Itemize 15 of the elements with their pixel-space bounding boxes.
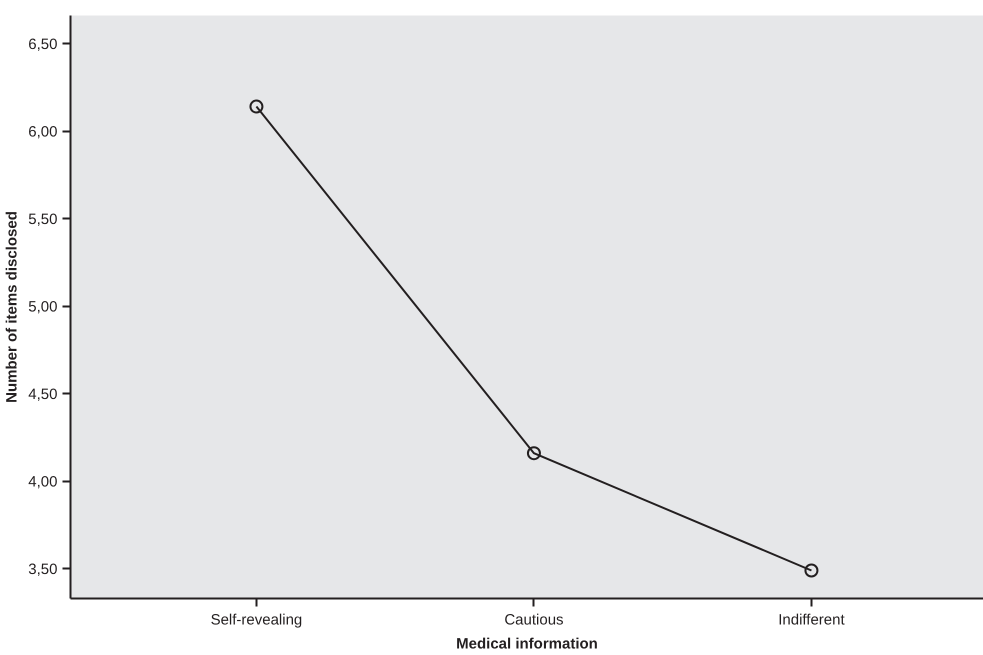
y-tick-label: 5,50 <box>28 211 58 228</box>
y-tick-label: 5,00 <box>28 298 58 316</box>
x-axis-title: Medical information <box>456 636 598 652</box>
y-tick-label: 4,50 <box>28 386 58 404</box>
y-axis-title: Number of items disclosed <box>3 211 20 403</box>
y-tick-label: 6,00 <box>28 124 58 141</box>
x-tick-label: Cautious <box>504 612 564 628</box>
point <box>249 100 264 114</box>
point <box>804 564 818 578</box>
x-tick-label: Self-revealing <box>210 612 302 628</box>
x-tick-label: Indifferent <box>778 612 846 628</box>
y-tick-label: 3,50 <box>28 561 58 578</box>
point <box>526 446 541 460</box>
y-tick-label: 6,50 <box>28 36 58 54</box>
y-tick-label: 4,00 <box>28 474 58 491</box>
